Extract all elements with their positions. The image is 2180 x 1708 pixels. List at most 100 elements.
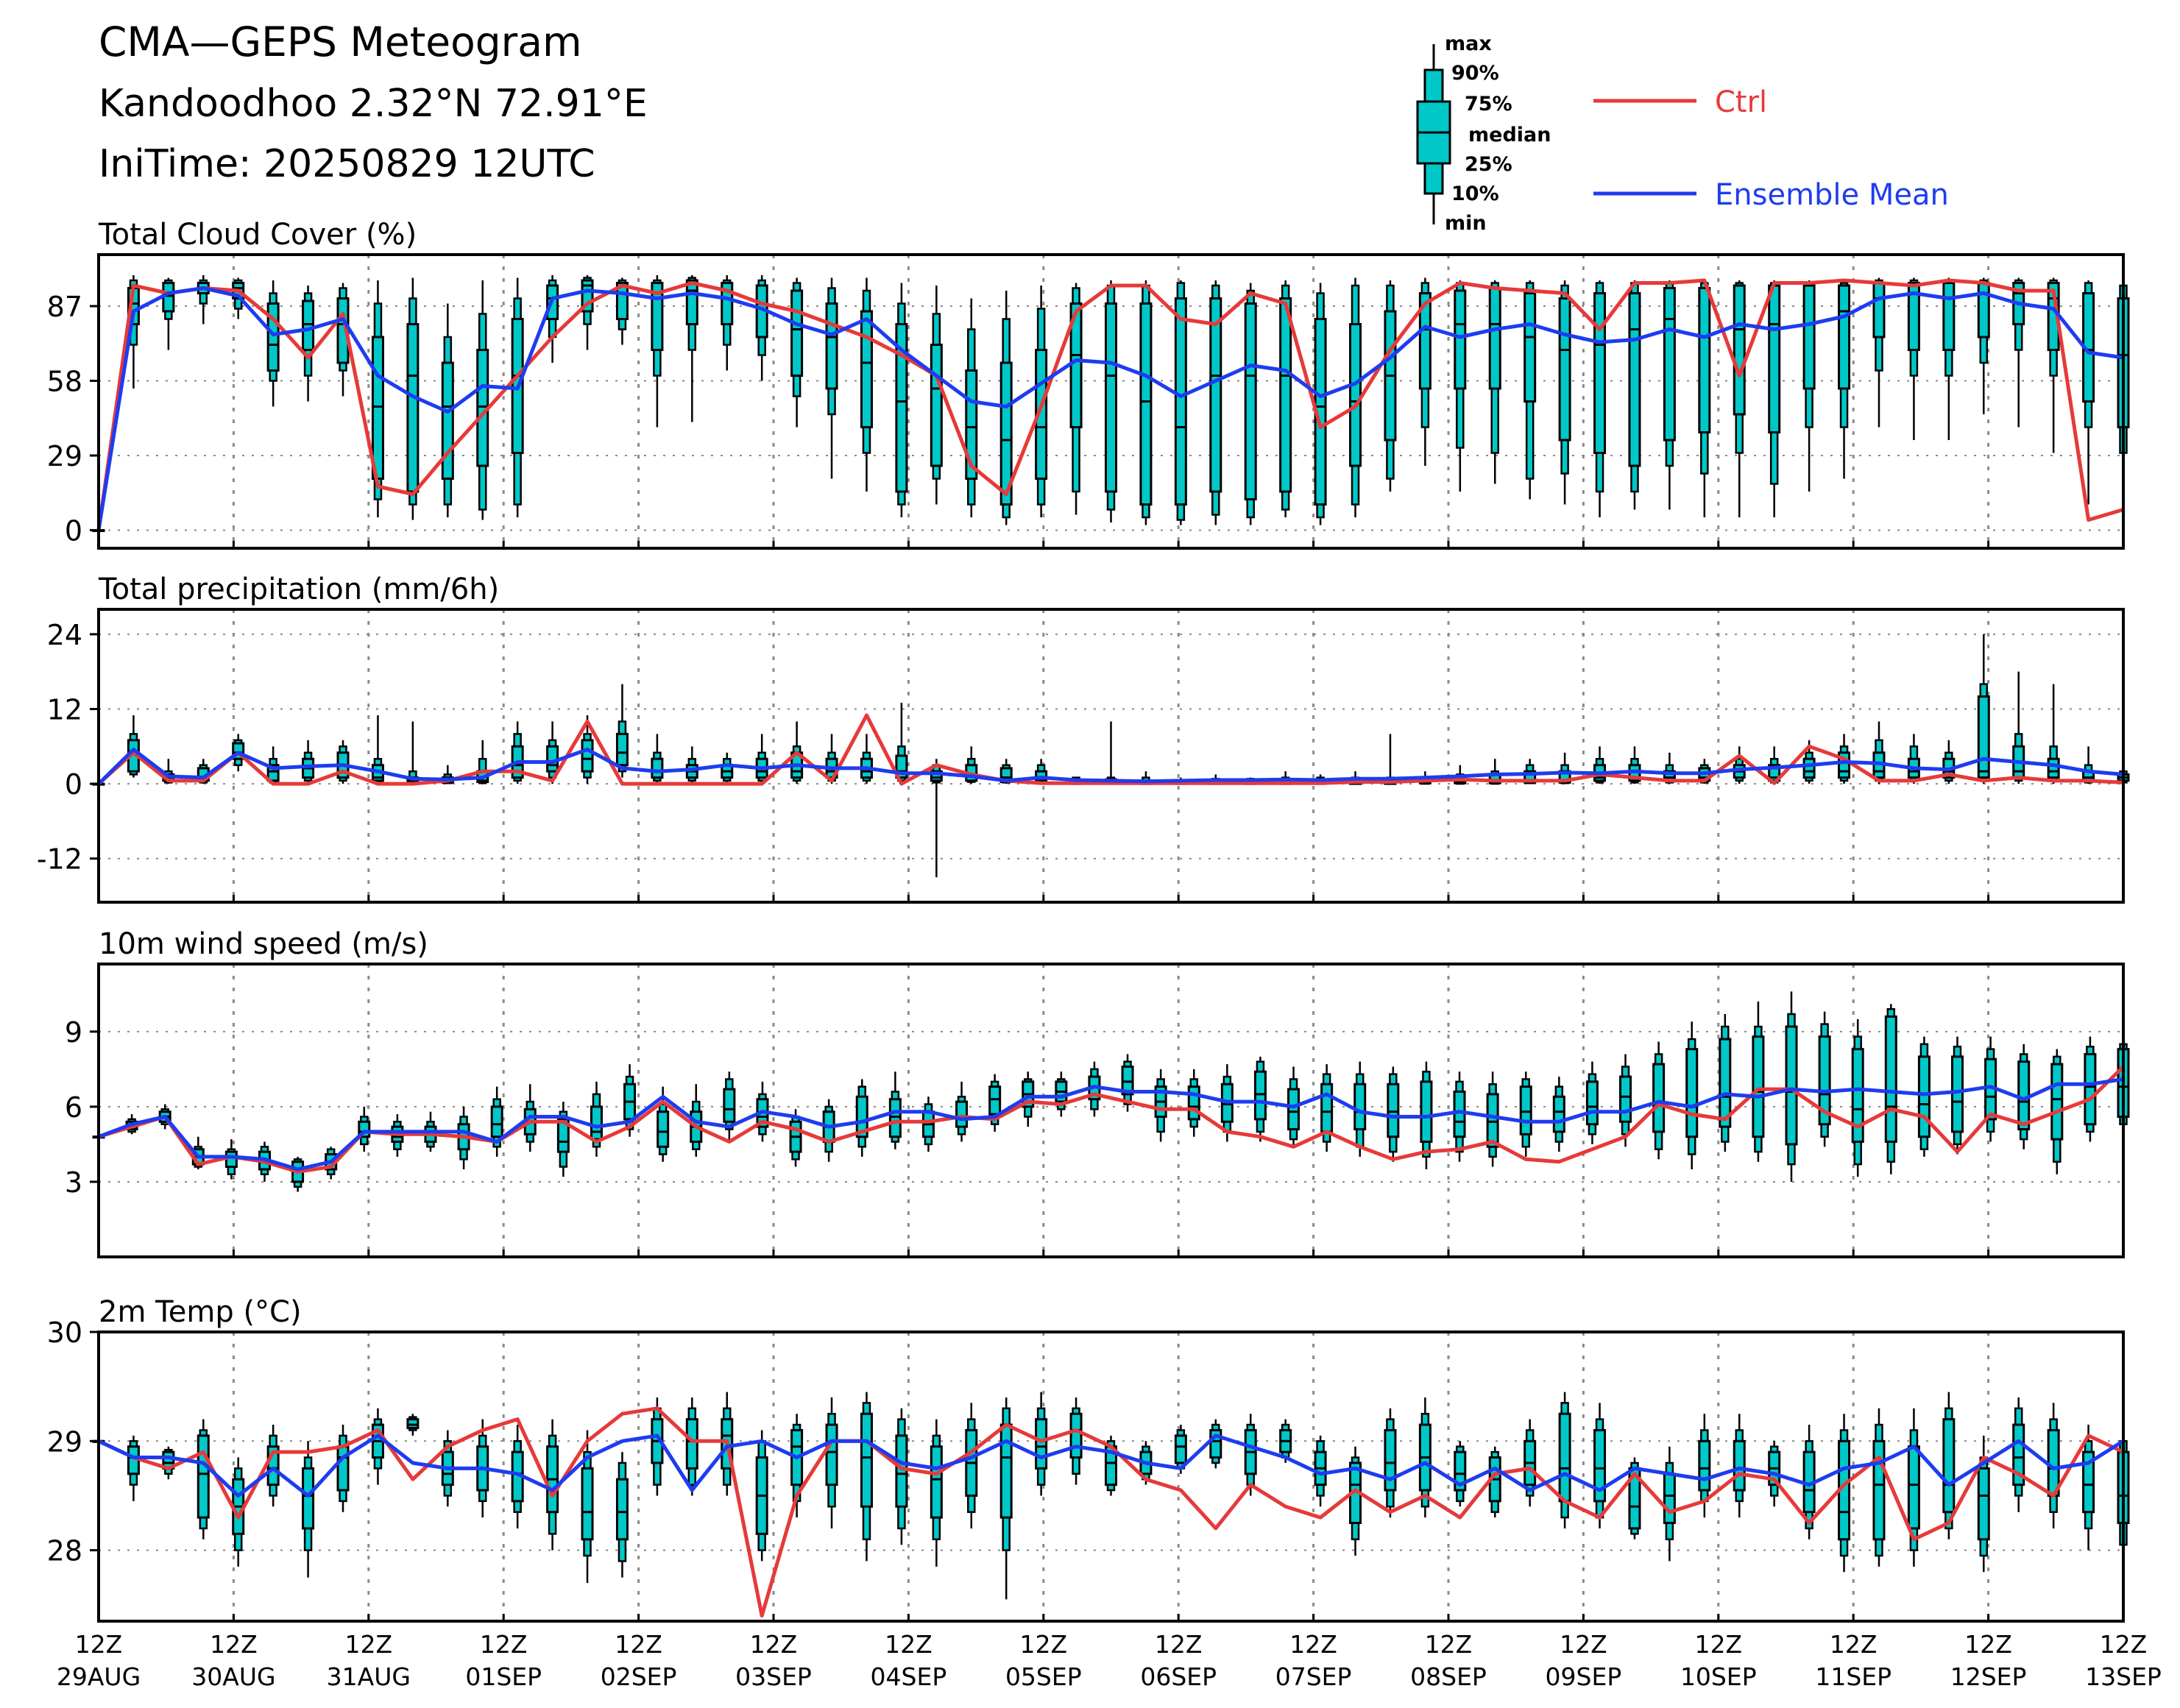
ensemble-box [1977, 277, 1990, 414]
ensemble-box [1733, 280, 1746, 517]
ensemble-box [1154, 1069, 1167, 1142]
ensemble-box [1951, 1036, 1964, 1155]
ensemble-box [197, 275, 210, 325]
ensemble-box [511, 721, 524, 784]
box-25-75 [825, 1423, 838, 1486]
ensemble-box [1698, 280, 1711, 517]
box-25-75 [1619, 1075, 1632, 1123]
ensemble-box [1121, 1054, 1134, 1112]
x-tick-label-date: 04SEP [871, 1662, 947, 1691]
box-25-75 [302, 1467, 315, 1530]
ensemble-box [1838, 280, 1851, 479]
box-25-75 [888, 1098, 902, 1138]
ensemble-box [406, 1414, 420, 1436]
ensemble-mean-line [97, 748, 2124, 785]
ensemble-box [822, 1099, 835, 1162]
box-25-75 [1719, 1038, 1732, 1128]
box-25-75 [1453, 1090, 1466, 1138]
y-tick-label: 30 [47, 1317, 82, 1349]
box-25-75 [1593, 292, 1607, 454]
legend-box-label: 25% [1465, 153, 1512, 176]
box-25-75 [1884, 1015, 1897, 1144]
ensemble-box [623, 1064, 637, 1137]
box-25-75 [1977, 282, 1990, 339]
box-25-75 [723, 1088, 736, 1123]
x-tick-label-hour: 12Z [1425, 1630, 1473, 1659]
box-25-75 [685, 1418, 698, 1470]
ensemble-box [1593, 1403, 1607, 1528]
box-25-75 [1454, 289, 1467, 390]
box-25-75 [266, 302, 280, 372]
ensemble-box [1174, 280, 1187, 525]
box-25-75 [1663, 1473, 1676, 1525]
x-tick-label-date: 06SEP [1140, 1662, 1217, 1691]
ensemble-box [1488, 1446, 1501, 1518]
y-tick-label: 28 [47, 1535, 82, 1567]
ensemble-box [2047, 684, 2060, 784]
box-25-75 [1174, 1434, 1187, 1464]
box-25-75 [1698, 287, 1711, 433]
ensemble-box [1488, 280, 1501, 484]
ensemble-box [581, 715, 594, 784]
ensemble-box [1593, 746, 1607, 784]
box-25-75 [1802, 757, 1816, 779]
box-25-75 [2050, 1063, 2064, 1141]
ensemble-box [860, 1392, 873, 1562]
ensemble-box [336, 1425, 350, 1512]
box-25-75 [1552, 1095, 1565, 1133]
y-tick-label: 24 [47, 619, 82, 651]
box-25-75 [657, 1110, 670, 1148]
ensemble-box [930, 1419, 943, 1567]
ensemble-box [1838, 1414, 1851, 1573]
box-25-75 [197, 1434, 210, 1519]
box-25-75 [406, 323, 420, 493]
ensemble-box [955, 1081, 969, 1142]
ensemble-box [371, 1408, 384, 1485]
box-25-75 [2017, 1060, 2031, 1131]
box-25-75 [825, 302, 838, 390]
box-25-75 [615, 1478, 629, 1541]
x-tick-label-hour: 12Z [885, 1630, 932, 1659]
ensemble-box [1384, 1408, 1397, 1518]
box-25-75 [1558, 1412, 1571, 1503]
x-tick-label-hour: 12Z [750, 1630, 798, 1659]
y-tick-label: 58 [47, 366, 82, 398]
ensemble-box [755, 734, 768, 784]
ensemble-box [1907, 1408, 1920, 1567]
ensemble-box [406, 721, 420, 784]
ensemble-box [1552, 1077, 1565, 1152]
box-25-75 [1752, 1035, 1765, 1138]
box-25-75 [1519, 1085, 1532, 1135]
x-tick-label-date: 08SEP [1410, 1662, 1487, 1691]
x-tick-label-date: 01SEP [465, 1662, 542, 1691]
x-tick-label-date: 31AUG [327, 1662, 411, 1691]
box-25-75 [1384, 1428, 1397, 1492]
box-25-75 [1802, 284, 1816, 390]
ensemble-box [1418, 277, 1431, 466]
box-25-75 [1628, 292, 1641, 467]
ensemble-box [1942, 1392, 1956, 1539]
box-25-75 [490, 1105, 503, 1138]
ensemble-box [1818, 1011, 1831, 1147]
ensemble-box [1733, 746, 1746, 784]
ensemble-box [2012, 1397, 2025, 1512]
x-tick-label-date: 13SEP [2085, 1662, 2162, 1691]
ensemble-box [1907, 734, 1920, 784]
box-25-75 [895, 1434, 908, 1508]
panel-2: Total precipitation (mm/6h) -12 0 12 24 [37, 573, 2130, 904]
box-25-75 [685, 279, 698, 325]
ensemble-box [581, 1430, 594, 1584]
ensemble-box [860, 277, 873, 492]
ensemble-box [1314, 283, 1327, 525]
box-25-75 [1917, 1055, 1930, 1138]
ensemble-box [1628, 280, 1641, 510]
ensemble-box [1942, 277, 1956, 440]
ensemble-box [556, 1102, 570, 1177]
legend-mean-label: Ensemble Mean [1715, 178, 1949, 212]
ensemble-mean-line [96, 286, 2124, 531]
box-25-75 [930, 344, 943, 467]
panel-title: 2m Temp (°C) [99, 1295, 302, 1329]
ensemble-box [590, 1081, 603, 1157]
box-25-75 [1907, 282, 1920, 351]
box-25-75 [1951, 1055, 1964, 1133]
